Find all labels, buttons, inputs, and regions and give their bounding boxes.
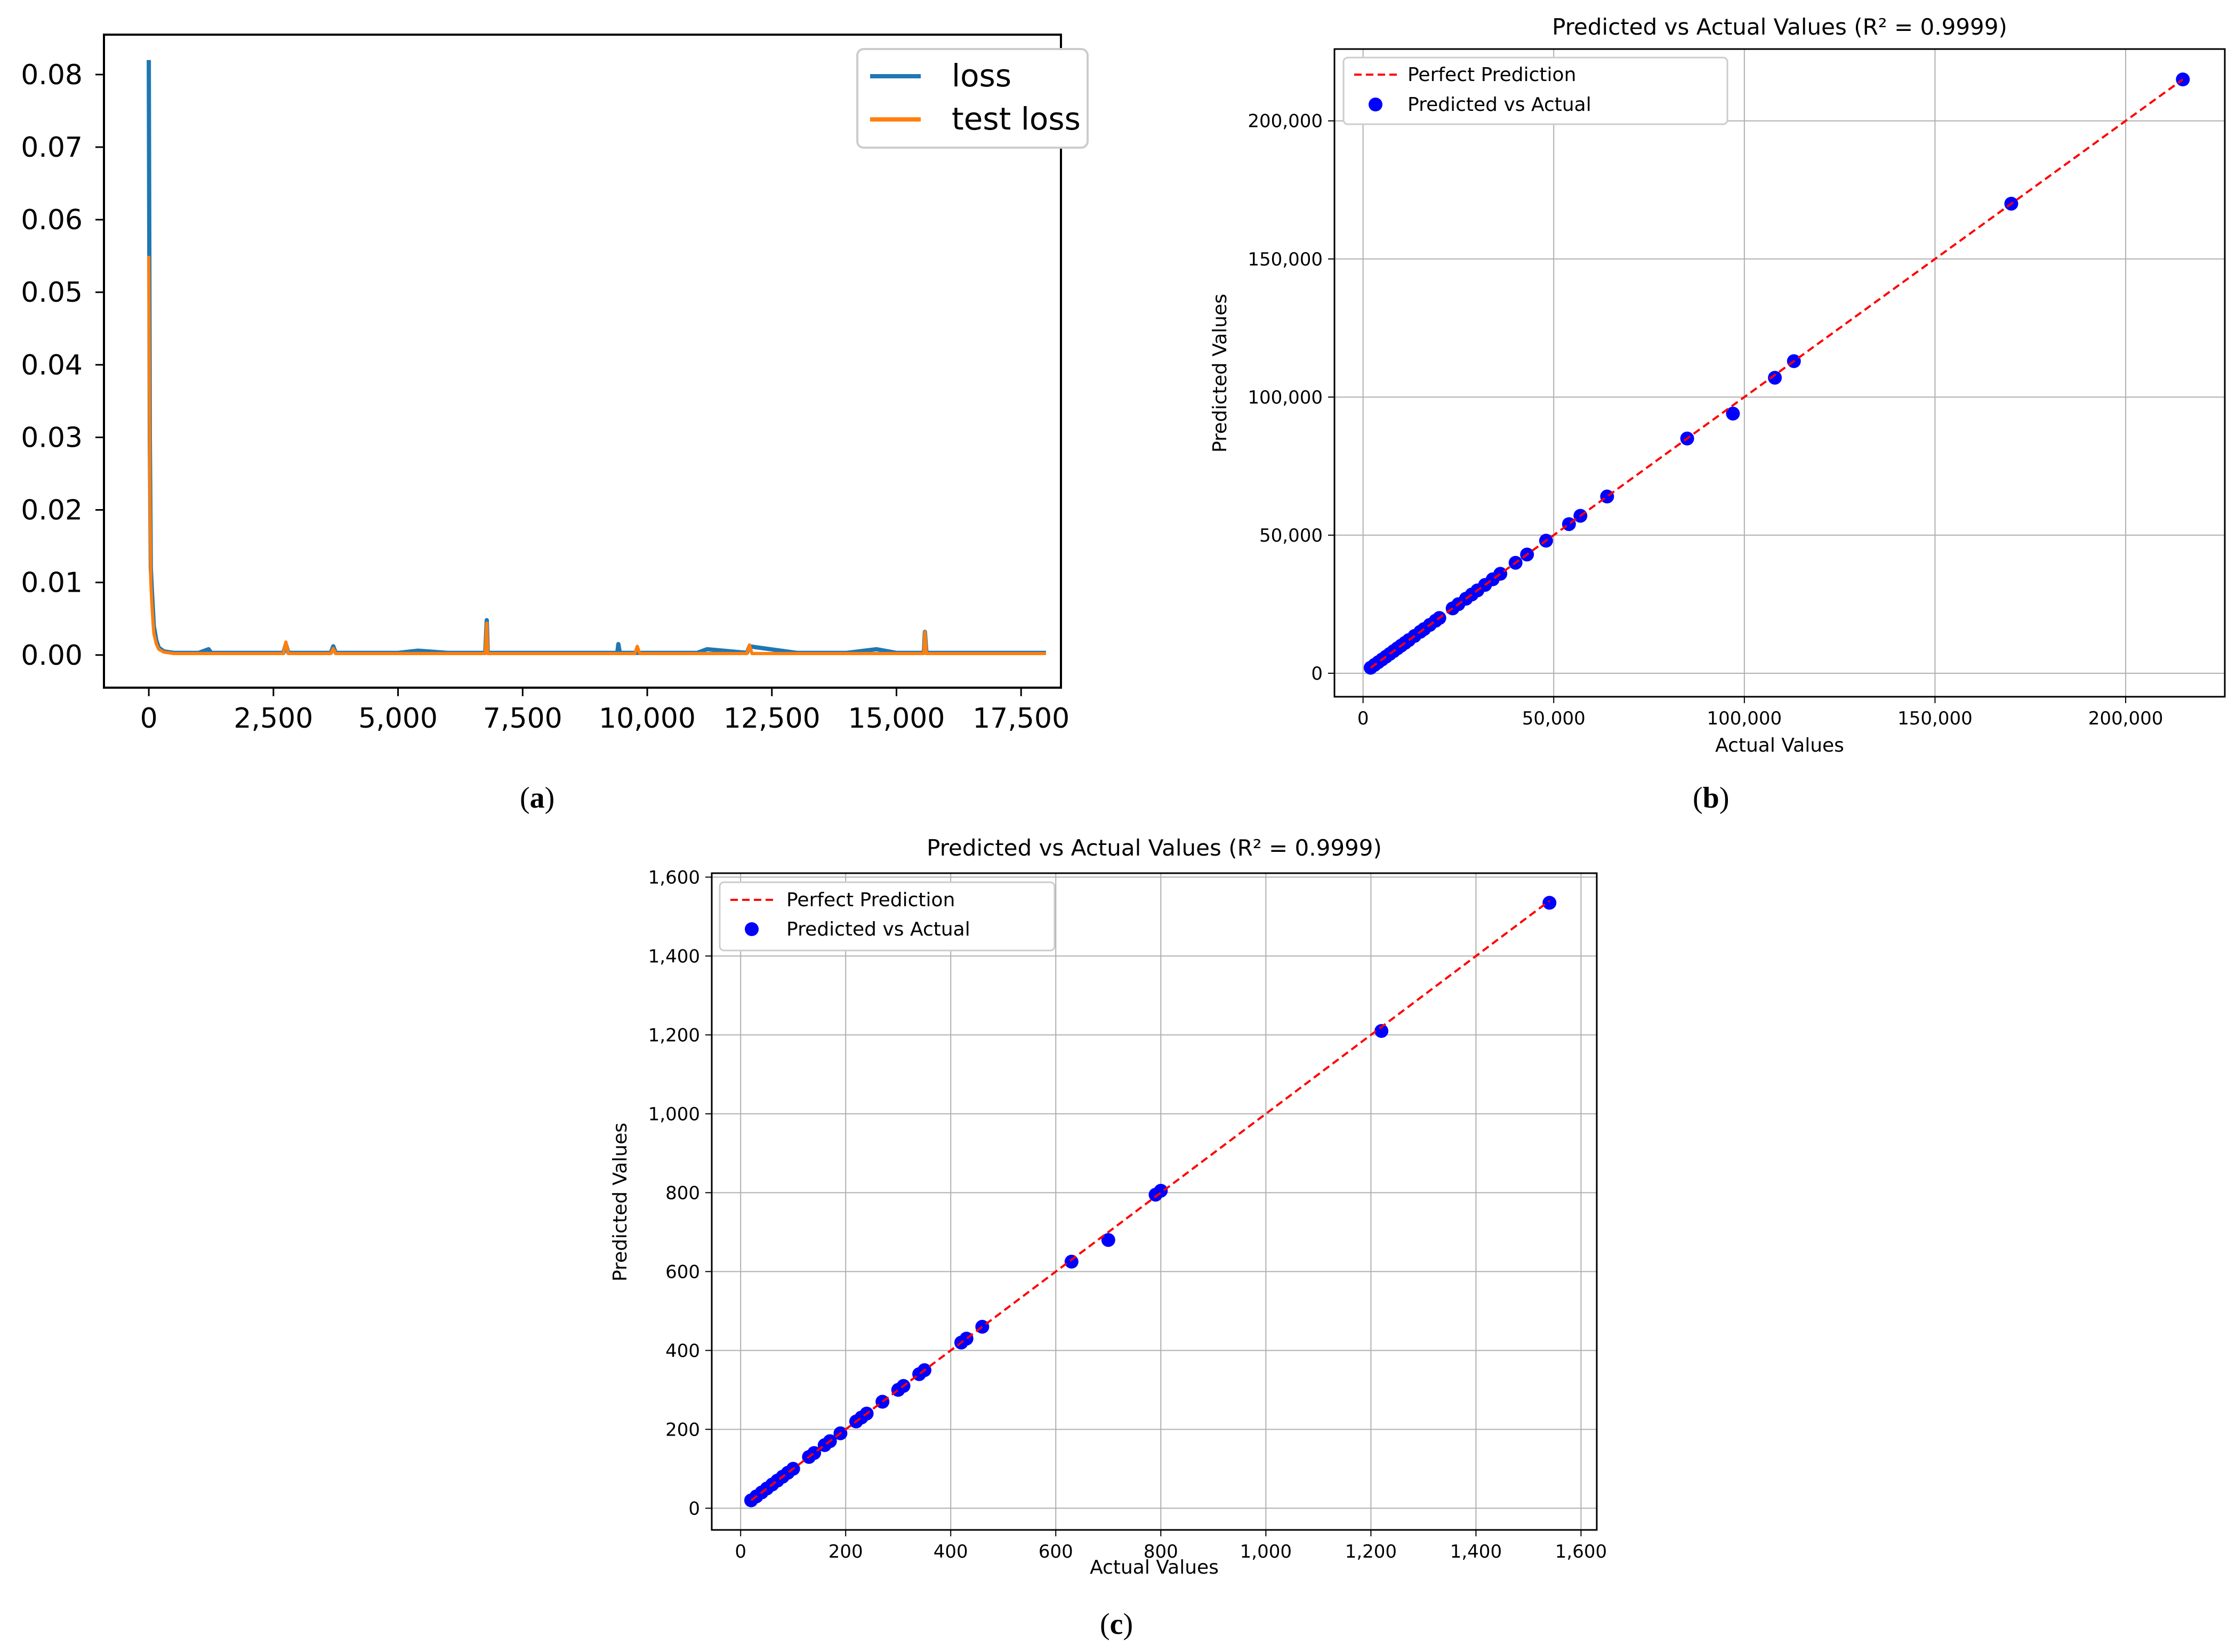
x-tick-label: 0: [735, 1541, 746, 1562]
x-tick-label: 400: [934, 1541, 968, 1562]
x-tick-label: 600: [1039, 1541, 1073, 1562]
y-tick-label: 200,000: [1248, 111, 1323, 132]
perfect-prediction-line: [750, 900, 1550, 1502]
caption-c: (c): [1100, 1608, 1133, 1641]
y-tick-label: 0.08: [21, 59, 83, 91]
x-tick-label: 10,000: [599, 703, 696, 735]
chart-b-legend-box: [1342, 57, 1728, 125]
y-tick-label: 200: [665, 1419, 700, 1440]
x-tick-label: 0: [140, 703, 158, 735]
chart-c-title: Predicted vs Actual Values (R² = 0.9999): [927, 835, 1382, 861]
x-tick-label: 0: [1357, 708, 1369, 729]
predicted-vs-actual-chart-c: Predicted vs Actual Values (R² = 0.9999)…: [597, 821, 1631, 1599]
y-tick-label: 600: [665, 1261, 700, 1283]
chart-b-legend: Perfect Prediction Predicted vs Actual: [1342, 57, 1728, 125]
chart-c-series: [744, 896, 1557, 1508]
x-tick-label: 1,600: [1555, 1541, 1607, 1562]
caption-b: (b): [1693, 781, 1730, 815]
x-tick-label: 15,000: [848, 703, 945, 735]
caption-a: (a): [520, 781, 555, 815]
y-tick-label: 1,200: [648, 1025, 700, 1046]
chart-c-legend-point-swatch: [745, 922, 759, 936]
x-tick-label: 7,500: [483, 703, 562, 735]
loss-chart-frame: [103, 34, 1062, 689]
chart-b-y-ticks: 0 50,000 100,000 150,000 200,000: [1248, 111, 1334, 684]
loss-chart-legend: loss test loss: [856, 48, 1089, 149]
y-tick-label: 0.05: [21, 277, 83, 309]
y-tick-label: 0.07: [21, 132, 83, 164]
x-tick-label: 200,000: [2088, 708, 2163, 729]
loss-chart-x-ticks: 0 2,500 5,000 7,500 10,000 12,500 15,000 17,500: [140, 688, 1069, 735]
scatter-point: [1726, 406, 1740, 421]
chart-c-frame: [711, 872, 1598, 1531]
chart-c-x-ticks: 0 200 400 600 800 1,000 1,200 1,400 1,600: [735, 1530, 1607, 1562]
loss-chart: 0 2,500 5,000 7,500 10,000 12,500 15,000 17,500…: [0, 0, 1109, 757]
y-tick-label: 0.01: [21, 567, 83, 599]
y-tick-label: 400: [665, 1340, 700, 1361]
scatter-point: [1101, 1233, 1115, 1247]
y-tick-label: 0.03: [21, 422, 83, 454]
y-tick-label: 0.00: [21, 640, 83, 672]
y-tick-label: 50,000: [1259, 525, 1323, 546]
chart-c-legend-point-label: Predicted vs Actual: [786, 918, 970, 940]
x-tick-label: 200: [829, 1541, 863, 1562]
y-tick-label: 100,000: [1248, 387, 1323, 408]
chart-b-legend-line-label: Perfect Prediction: [1407, 64, 1576, 86]
y-tick-label: 1,600: [648, 867, 700, 888]
chart-b-grid: [1334, 49, 2225, 697]
y-tick-label: 1,000: [648, 1103, 700, 1125]
chart-c-y-ticks: 0 200 400 600 800 1,000 1,200 1,400 1,600: [648, 867, 712, 1519]
x-tick-label: 1,000: [1240, 1541, 1292, 1562]
chart-b-title: Predicted vs Actual Values (R² = 0.9999): [1552, 14, 2007, 40]
x-tick-label: 1,400: [1450, 1541, 1502, 1562]
loss-legend-label: loss: [952, 58, 1011, 94]
chart-c-y-label: Predicted Values: [609, 1123, 631, 1282]
loss-chart-y-ticks: 0.00 0.01 0.02 0.03 0.04 0.05 0.06 0.07 0.08: [21, 59, 104, 672]
scatter-point: [1064, 1254, 1079, 1269]
y-tick-label: 800: [665, 1182, 700, 1204]
test-loss-legend-label: test loss: [952, 101, 1081, 137]
scatter-point: [1374, 1024, 1389, 1038]
perfect-prediction-line: [1370, 78, 2184, 669]
chart-c-legend: Perfect Prediction Predicted vs Actual: [719, 881, 1056, 952]
x-tick-label: 150,000: [1897, 708, 1973, 729]
chart-c-legend-box: [719, 881, 1056, 952]
y-tick-label: 0: [1311, 663, 1323, 684]
x-tick-label: 5,000: [358, 703, 438, 735]
chart-b-x-ticks: 0 50,000 100,000 150,000 200,000: [1357, 697, 2163, 729]
scatter-point: [1768, 370, 1782, 385]
x-tick-label: 2,500: [234, 703, 313, 735]
x-tick-label: 12,500: [723, 703, 821, 735]
y-tick-label: 0.02: [21, 495, 83, 527]
y-tick-label: 0: [688, 1498, 700, 1519]
x-tick-label: 50,000: [1522, 708, 1586, 729]
chart-b-frame: [1333, 48, 2226, 698]
x-tick-label: 17,500: [972, 703, 1069, 735]
predicted-vs-actual-chart-b: Predicted vs Actual Values (R² = 0.9999)…: [1184, 0, 2236, 768]
loss-legend-box: [856, 48, 1089, 149]
chart-b-y-label: Predicted Values: [1209, 294, 1231, 453]
y-tick-label: 0.06: [21, 204, 83, 236]
chart-c-legend-line-label: Perfect Prediction: [786, 889, 955, 911]
y-tick-label: 0.04: [21, 349, 83, 381]
x-tick-label: 800: [1144, 1541, 1178, 1562]
chart-b-series: [1363, 72, 2190, 675]
chart-b-background: [1184, 0, 2236, 768]
loss-chart-series: [147, 60, 1046, 655]
y-tick-label: 1,400: [648, 946, 700, 967]
test-loss-series-line: [147, 256, 1046, 655]
chart-b-x-label: Actual Values: [1715, 735, 1844, 756]
x-tick-label: 100,000: [1707, 708, 1782, 729]
y-tick-label: 150,000: [1248, 249, 1323, 270]
chart-c-x-label: Actual Values: [1090, 1557, 1219, 1578]
chart-b-legend-point-swatch: [1369, 98, 1382, 111]
scatter-point: [1542, 896, 1557, 910]
x-tick-label: 1,200: [1345, 1541, 1397, 1562]
chart-b-legend-point-label: Predicted vs Actual: [1407, 94, 1591, 116]
